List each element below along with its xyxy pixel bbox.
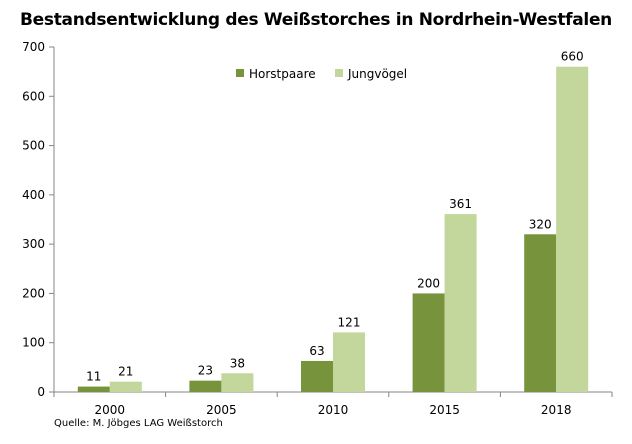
data-label: 121 [338,315,361,329]
x-tick-label: 2015 [429,403,460,417]
bar-jungvögel-2000 [109,381,142,392]
data-label: 320 [529,217,552,231]
data-label: 23 [198,364,213,378]
bar-jungvögel-2005 [221,373,254,392]
bar-horstpaare-2010 [301,360,333,392]
data-label: 11 [86,370,101,384]
bar-horstpaare-2005 [189,380,222,392]
y-tick-label: 600 [22,89,45,103]
data-label: 361 [449,197,472,211]
bar-jungvögel-2018 [556,66,589,392]
legend-label: Horstpaare [249,67,316,81]
data-label: 660 [561,50,584,64]
x-tick-label: 2018 [541,403,572,417]
data-label: 21 [118,365,133,379]
y-tick-label: 400 [22,188,45,202]
y-tick-label: 0 [37,385,45,399]
legend-swatch [335,69,343,77]
y-tick-label: 300 [22,237,45,251]
y-tick-label: 200 [22,286,45,300]
bar-horstpaare-2015 [412,293,445,392]
legend-swatch [236,69,244,77]
bar-jungvögel-2010 [333,332,365,392]
x-tick-label: 2000 [95,403,126,417]
y-tick-label: 500 [22,139,45,153]
x-tick-label: 2005 [206,403,237,417]
chart-title: Bestandsentwicklung des Weißstorches in … [19,10,612,30]
data-label: 63 [309,344,324,358]
data-label: 38 [230,356,245,370]
source-note: Quelle: M. Jöbges LAG Weißstorch [54,418,223,429]
y-tick-label: 700 [22,40,45,54]
bar-jungvögel-2015 [444,214,477,392]
bar-horstpaare-2000 [77,386,110,392]
legend-label: Jungvögel [347,67,407,81]
bar-horstpaare-2018 [524,234,557,392]
x-tick-label: 2010 [318,403,349,417]
y-tick-label: 100 [22,336,45,350]
data-label: 200 [417,276,440,290]
